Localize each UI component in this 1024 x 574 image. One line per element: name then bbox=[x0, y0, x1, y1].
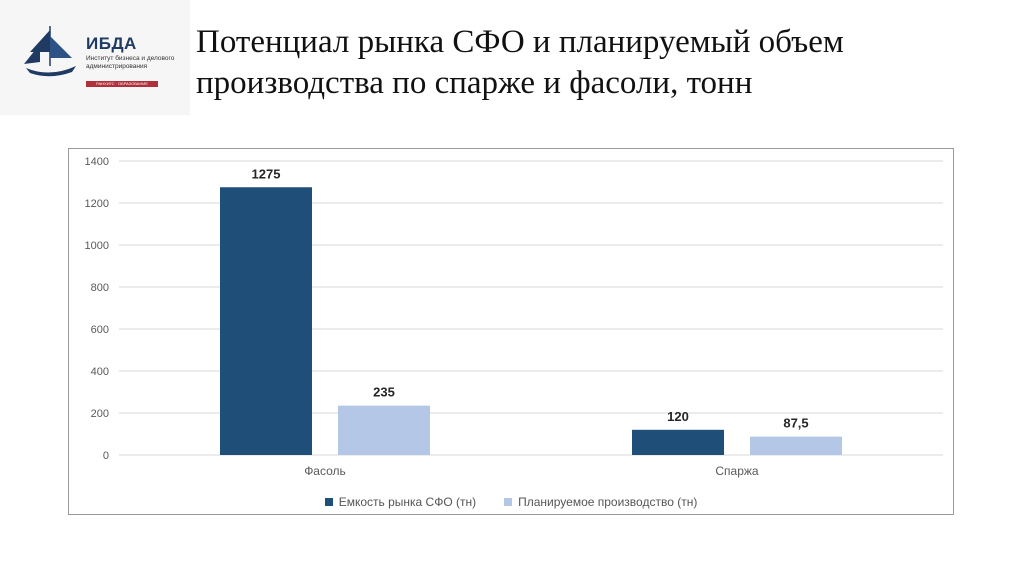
bar-1-1 bbox=[750, 436, 842, 455]
data-label-0-0: 1275 bbox=[252, 166, 281, 181]
bar-1-0 bbox=[632, 429, 724, 455]
logo-block: ИБДА Институт бизнеса и делового админис… bbox=[0, 0, 190, 115]
legend-item-0: Емкость рынка СФО (тн) bbox=[324, 495, 477, 509]
y-tick-label-7: 1400 bbox=[85, 156, 109, 168]
data-label-1-0: 120 bbox=[667, 409, 689, 424]
x-tick-label-1: Спаржа bbox=[715, 464, 759, 478]
data-label-1-1: 87,5 bbox=[783, 416, 808, 431]
slide-title-line-1: Потенциал рынка СФО и планируемый объем bbox=[196, 24, 844, 60]
bar-0-0 bbox=[220, 187, 312, 455]
chart-legend: Емкость рынка СФО (тн) Планируемое произв… bbox=[69, 495, 953, 509]
slide-title: Потенциал рынка СФО и планируемый объем … bbox=[196, 22, 1016, 104]
data-label-0-1: 235 bbox=[373, 385, 395, 400]
legend-swatch-1 bbox=[504, 498, 513, 506]
bar-chart: 0 200 400 600 800 1000 1200 1400 1275 235 Фасоль 12… bbox=[85, 156, 943, 478]
legend-item-1: Планируемое производство (тн) bbox=[504, 495, 697, 509]
x-tick-label-0: Фасоль bbox=[304, 464, 346, 478]
y-tick-label-6: 1200 bbox=[85, 198, 109, 210]
legend-swatch-0 bbox=[324, 498, 333, 506]
legend-label-1: Планируемое производство (тн) bbox=[518, 495, 698, 509]
slide-title-line-2: производства по спарже и фасоли, тонн bbox=[196, 65, 753, 101]
bar-0-1 bbox=[338, 405, 430, 455]
legend-label-0: Емкость рынка СФО (тн) bbox=[338, 495, 477, 509]
y-tick-label-1: 200 bbox=[91, 408, 109, 420]
logo-subtitle: Институт бизнеса и делового администриро… bbox=[86, 55, 175, 70]
logo-name: ИБДА bbox=[86, 34, 137, 53]
y-tick-label-2: 400 bbox=[91, 366, 109, 378]
y-tick-label-3: 600 bbox=[91, 324, 109, 336]
y-tick-label-4: 800 bbox=[91, 282, 109, 294]
ship-logo-icon bbox=[24, 26, 76, 77]
y-tick-label-0: 0 bbox=[103, 450, 109, 462]
y-tick-label-5: 1000 bbox=[85, 240, 109, 252]
chart-frame: 0 200 400 600 800 1000 1200 1400 1275 235 Фасоль 12… bbox=[68, 148, 954, 515]
logo-tagline: РАНХИГС · ОБРАЗОВАНИЕ bbox=[86, 81, 158, 87]
